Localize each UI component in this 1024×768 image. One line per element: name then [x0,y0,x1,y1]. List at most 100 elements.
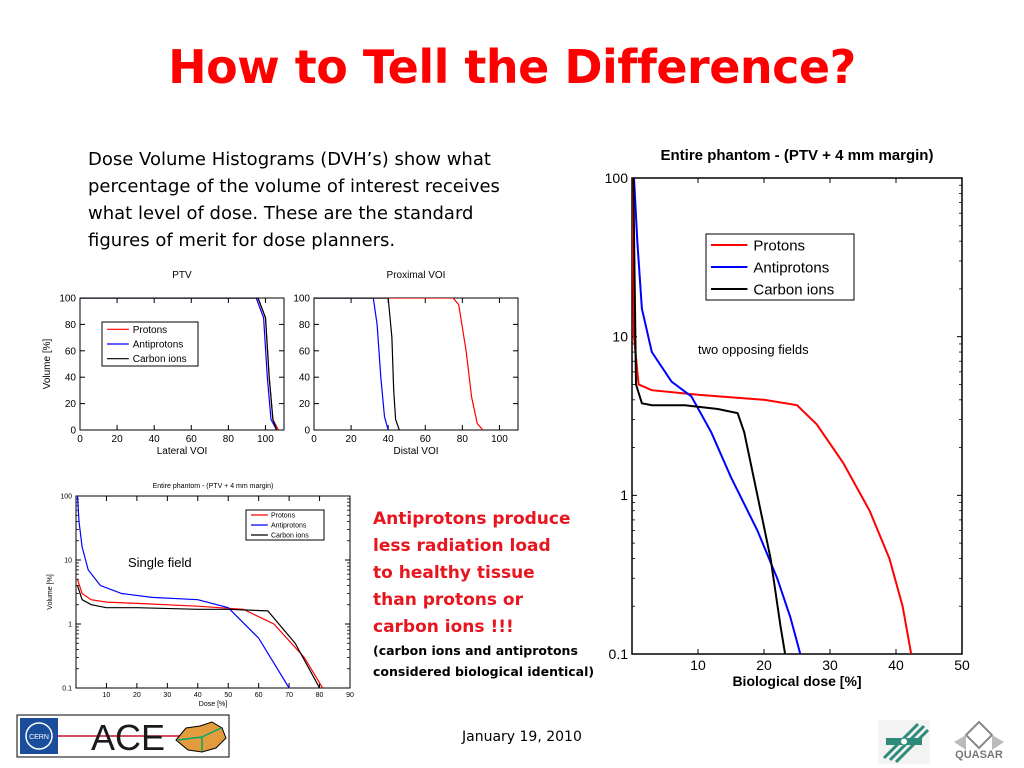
x-tick-label: 20 [133,692,141,699]
x-tick-label: 90 [346,692,354,699]
chart-annotation: two opposing fields [698,342,809,357]
x-tick-label: 10 [103,692,111,699]
quasar-logo-text: QUASAR [955,749,1003,761]
institute-logo [878,720,930,764]
callout-line: carbon ions !!! [373,617,514,637]
y-tick-label: 0 [304,426,310,437]
chart-entire-phantom-two-fields: Entire phantom - (PTV + 4 mm margin) 10 20… [605,147,970,689]
y-tick-label: 100 [293,294,310,305]
y-tick-label: 40 [299,373,311,384]
x-tick-label: 100 [491,434,508,445]
callout-line: less radiation load [373,536,551,556]
y-tick-label: 60 [65,346,77,357]
y-tick-label: 0 [70,426,76,437]
chart-annotation: Single field [128,555,192,570]
series-line-protons [632,178,913,654]
x-tick-label: 0 [311,434,317,445]
y-axis-label: Volume [%] [47,574,54,609]
y-tick-label: 100 [59,294,76,305]
y-tick-label: 20 [299,399,311,410]
legend-label: Carbon ions [753,281,834,298]
series-line-antiprotons [633,178,802,654]
x-axis-label: Biological dose [%] [732,673,861,689]
x-tick-label: 30 [822,657,838,673]
y-tick-label: 10 [64,557,72,564]
callout-note: (carbon ions and antiprotons considered … [373,640,613,682]
series-line-antiprotons [76,496,290,688]
x-tick-label: 60 [420,434,432,445]
y-tick-label: 1 [620,487,628,503]
y-tick-label: 0.1 [62,685,72,692]
chart-title: Entire phantom - (PTV + 4 mm margin) [153,483,274,490]
y-tick-label: 100 [605,170,629,186]
y-tick-label: 40 [65,373,77,384]
x-tick-label: 50 [224,692,232,699]
x-axis-label: Distal VOI [393,446,438,457]
series-line-carbon-ions [76,585,321,688]
x-tick-label: 60 [255,692,263,699]
series-line-protons [76,579,324,688]
legend-label: Carbon ions [133,354,187,365]
y-axis-label: Volume [%] [42,338,53,389]
x-tick-label: 70 [285,692,293,699]
series-line-protons [314,298,484,430]
series-line-carbon-ions [80,298,278,430]
x-tick-label: 100 [257,434,274,445]
series-line-antiprotons [314,298,389,430]
x-tick-label: 20 [346,434,358,445]
series-line-carbon-ions [632,178,787,654]
ace-logo: CERN ACE [16,714,230,758]
legend-label: Protons [133,325,167,336]
y-tick-label: 1 [68,621,72,628]
y-tick-label: 10 [612,329,628,345]
x-tick-label: 40 [888,657,904,673]
chart-entire-phantom-single-field: Entire phantom - (PTV + 4 mm margin) 10 20… [47,483,354,708]
legend-label: Protons [753,237,805,254]
series-line-carbon-ions [314,298,400,430]
x-tick-label: 20 [756,657,772,673]
x-axis-label: Lateral VOI [157,446,208,457]
x-tick-label: 30 [163,692,171,699]
x-tick-label: 40 [149,434,161,445]
chart-title: Entire phantom - (PTV + 4 mm margin) [661,147,934,164]
callout-line: than protons or [373,590,523,610]
x-tick-label: 40 [194,692,202,699]
x-tick-label: 80 [223,434,235,445]
callout-line: Antiprotons produce [373,509,571,529]
slide-title: How to Tell the Difference? [168,40,856,94]
x-tick-label: 50 [954,657,970,673]
ace-logo-text: ACE [91,717,165,758]
x-tick-label: 60 [186,434,198,445]
chart-title: Proximal VOI [387,270,446,281]
y-tick-label: 60 [299,346,311,357]
cern-mark-text: CERN [29,734,49,741]
series-line-antiprotons [80,298,278,430]
legend-label: Antiprotons [271,522,307,529]
footer-date: January 19, 2010 [462,729,582,745]
x-tick-label: 40 [383,434,395,445]
y-tick-label: 80 [65,320,77,331]
callout-text: Antiprotons produce less radiation load … [373,506,623,641]
x-tick-label: 0 [77,434,83,445]
legend-label: Carbon ions [271,532,309,539]
y-tick-label: 20 [65,399,77,410]
plot-frame [313,297,519,431]
quasar-logo: QUASAR [954,720,1004,761]
chart-ptv: PTV 0 20 40 60 80 100 0 20 40 60 80 100 Lateral VOI Vo… [42,270,285,457]
x-tick-label: 80 [316,692,324,699]
x-tick-label: 10 [690,657,706,673]
y-tick-label: 100 [60,493,72,500]
chart-title: PTV [172,270,192,281]
x-tick-label: 80 [457,434,469,445]
x-tick-label: 20 [112,434,124,445]
x-axis-label: Dose [%] [199,701,227,708]
legend-label: Antiprotons [133,340,184,351]
callout-note-line: (carbon ions and antiprotons [373,643,578,658]
intro-paragraph: Dose Volume Histograms (DVH’s) show what… [88,149,500,251]
chart-proximal-voi: Proximal VOI 0 20 40 60 80 100 0 20 40 60 80 100 Dist… [293,270,519,457]
legend-label: Antiprotons [753,259,829,276]
callout-line: to healthy tissue [373,563,535,583]
y-tick-label: 80 [299,320,311,331]
legend-label: Protons [271,512,296,519]
callout-note-line: considered biological identical) [373,664,595,679]
